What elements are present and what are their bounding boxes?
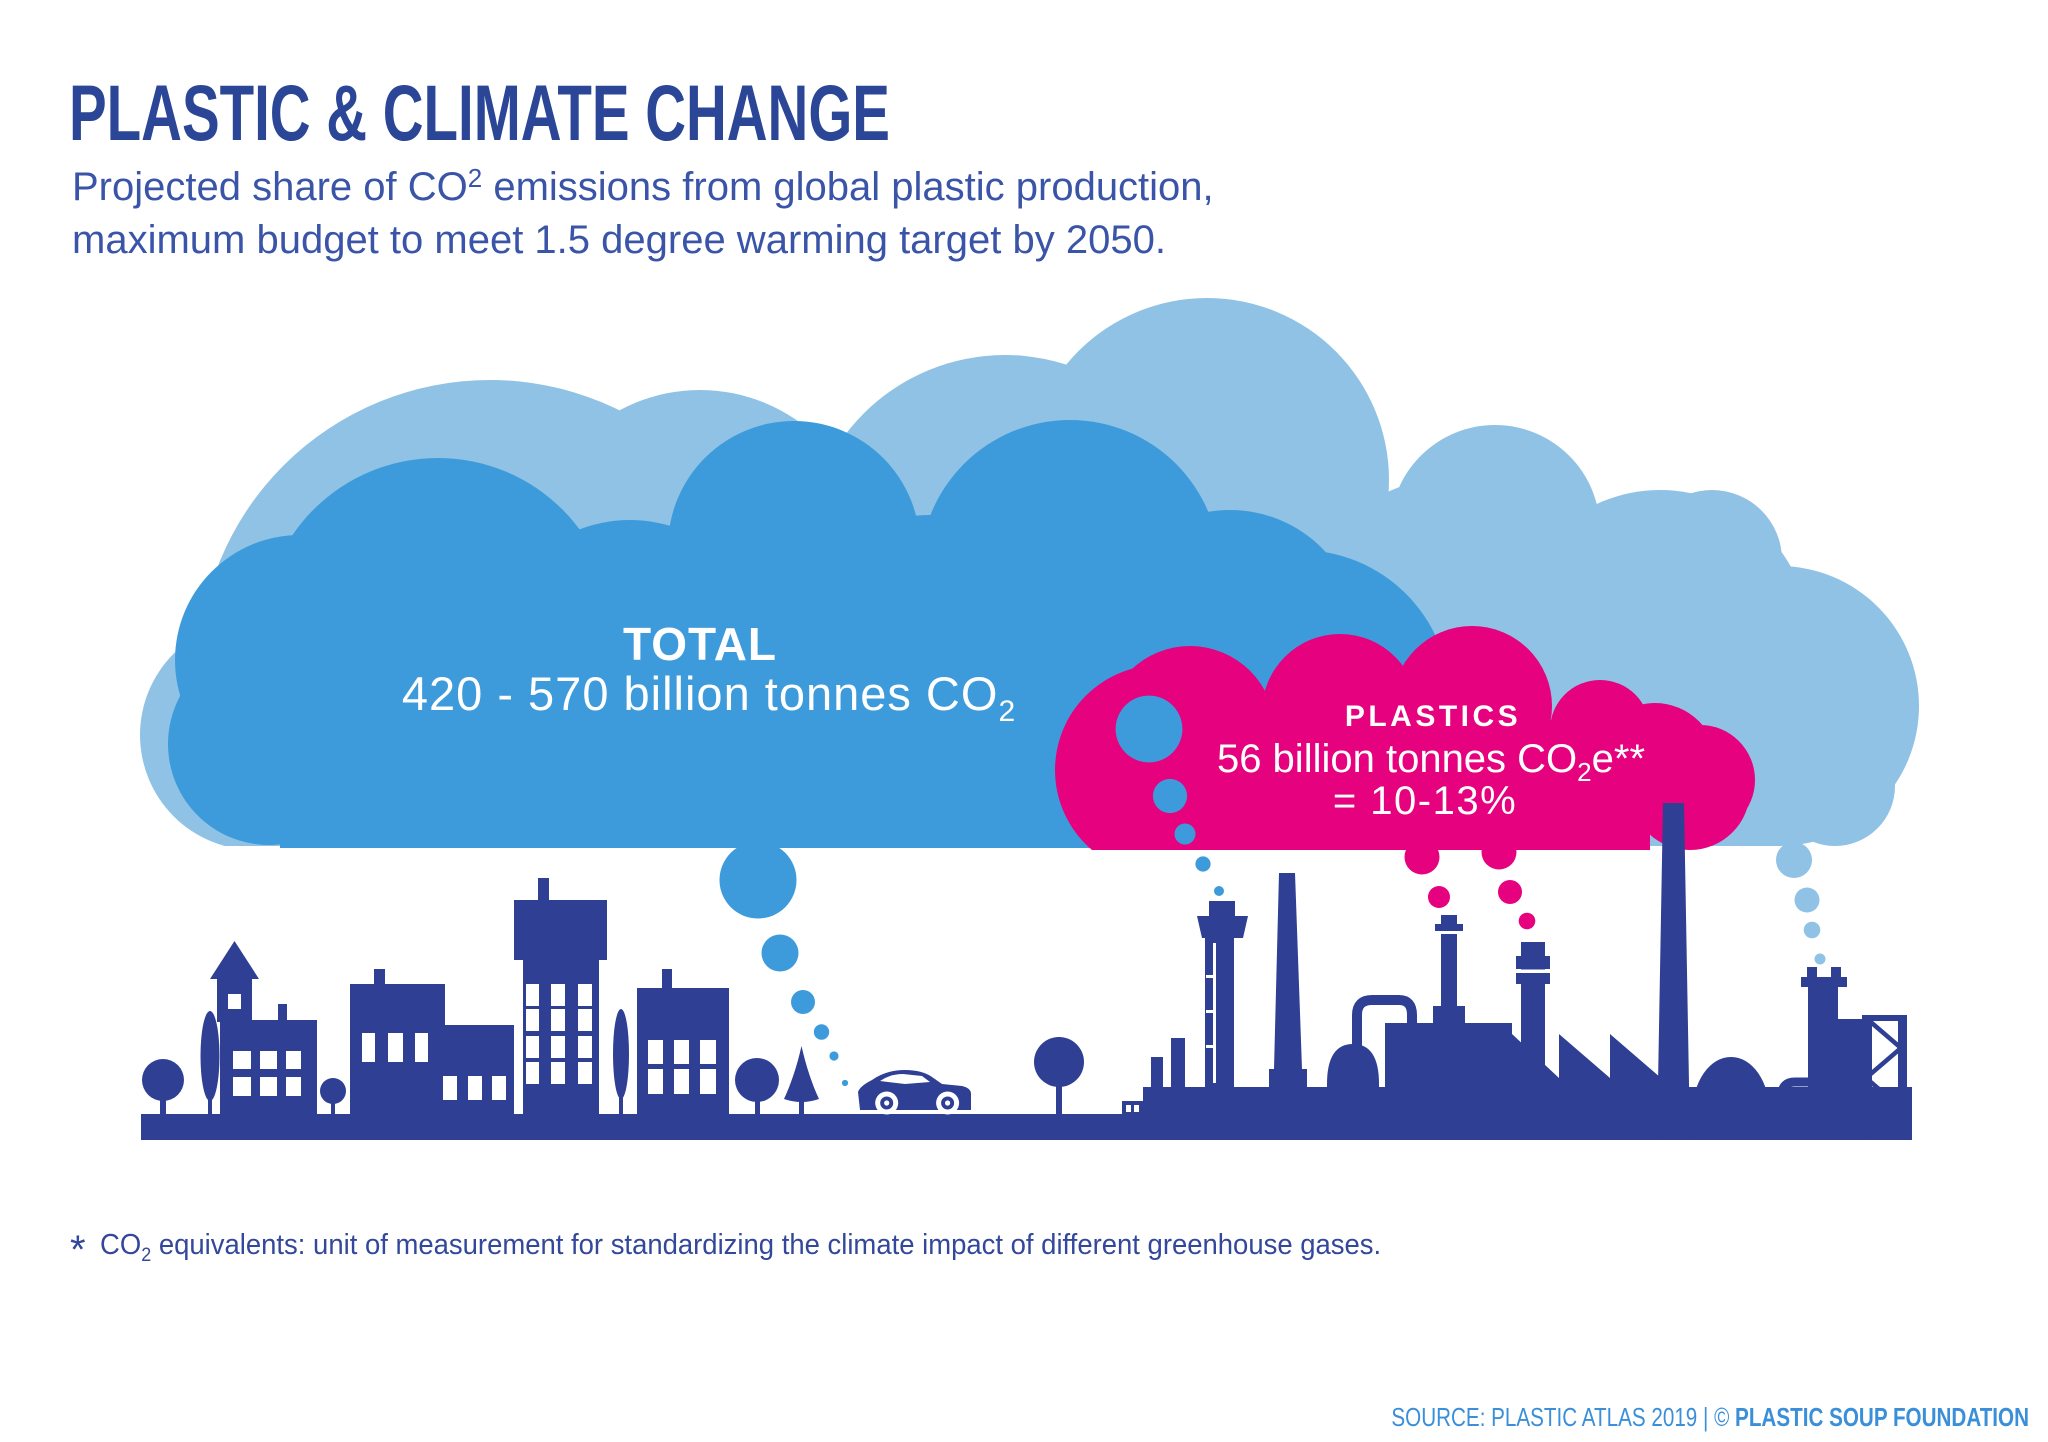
svg-text:420 - 570 billion tonnes CO2: 420 - 570 billion tonnes CO2 [402, 667, 1016, 728]
svg-text:TOTAL: TOTAL [623, 618, 777, 670]
svg-text:PLASTICS: PLASTICS [1345, 700, 1521, 733]
svg-text:PLASTIC & CLIMATE CHANGE: PLASTIC & CLIMATE CHANGE [69, 69, 890, 158]
svg-text:maximum budget to meet 1.5 deg: maximum budget to meet 1.5 degree warmin… [72, 218, 1166, 262]
svg-text:56 billion tonnes CO2e**: 56 billion tonnes CO2e** [1217, 737, 1645, 787]
svg-text:*: * [70, 1228, 86, 1272]
svg-text:= 10-13%: = 10-13% [1333, 779, 1517, 823]
svg-text:SOURCE: PLASTIC ATLAS 2019 | ©: SOURCE: PLASTIC ATLAS 2019 | © PLASTIC S… [1391, 1403, 2029, 1432]
svg-text:Projected share of CO2 emissio: Projected share of CO2 emissions from gl… [72, 163, 1214, 209]
svg-text:CO2 equivalents: unit of measu: CO2 equivalents: unit of measurement for… [100, 1227, 1381, 1265]
